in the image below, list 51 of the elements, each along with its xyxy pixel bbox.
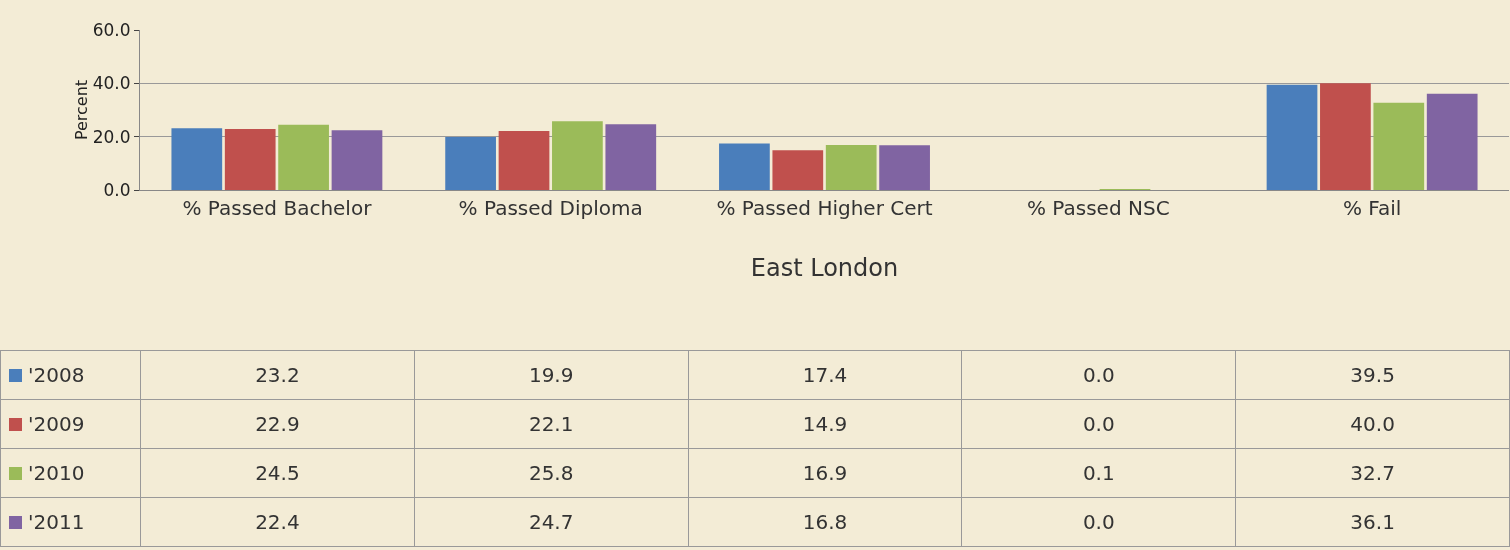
data-label: 40.0 — [1235, 399, 1510, 449]
bar — [825, 144, 877, 190]
data-label: 23.2 — [140, 350, 415, 400]
bar — [552, 121, 603, 190]
x-tick-label: % Passed NSC — [1027, 196, 1170, 220]
x-tick-label: % Passed Bachelor — [182, 196, 373, 220]
data-label: 32.7 — [1235, 448, 1510, 498]
x-tick-label: % Fail — [1342, 196, 1402, 220]
bar — [1266, 84, 1318, 190]
data-label: 24.7 — [414, 497, 689, 547]
bar — [719, 143, 770, 190]
data-label: 17.4 — [688, 350, 962, 400]
bar — [224, 128, 276, 190]
y-tick-label: 0.0 — [103, 179, 131, 200]
x-axis-title: East London — [750, 254, 899, 283]
y-tick-label: 40.0 — [92, 73, 131, 94]
data-label: 0.1 — [961, 448, 1236, 498]
bar — [772, 150, 824, 190]
data-label: 16.9 — [688, 448, 962, 498]
x-tick-label: % Passed Diploma — [458, 196, 643, 220]
legend-label: '2009 — [28, 412, 85, 436]
x-tick-label: % Passed Higher Cert — [716, 196, 933, 220]
bar — [278, 124, 329, 190]
bar — [171, 128, 223, 190]
data-label: 22.9 — [140, 399, 415, 449]
bar — [1373, 102, 1425, 190]
data-label: 22.1 — [414, 399, 689, 449]
data-label: 24.5 — [140, 448, 415, 498]
bar — [498, 131, 550, 190]
data-label: 39.5 — [1235, 350, 1510, 400]
data-label: 16.8 — [688, 497, 962, 547]
y-tick-label: 20.0 — [92, 126, 131, 147]
bar — [445, 136, 496, 190]
y-axis-title: Percent — [71, 79, 91, 141]
data-label: 22.4 — [140, 497, 415, 547]
legend-label: '2011 — [28, 510, 85, 534]
data-label: 0.0 — [961, 497, 1236, 547]
bar — [879, 145, 930, 190]
legend-label: '2008 — [28, 363, 85, 387]
bar — [605, 124, 657, 190]
bar — [1320, 83, 1371, 190]
data-label: 0.0 — [961, 399, 1236, 449]
data-label: 36.1 — [1235, 497, 1510, 547]
y-tick-label: 60.0 — [92, 19, 131, 40]
bar — [331, 130, 383, 190]
bar — [1426, 93, 1478, 190]
data-label: 14.9 — [688, 399, 962, 449]
data-label: 25.8 — [414, 448, 689, 498]
legend-label: '2010 — [28, 461, 85, 485]
data-label: 19.9 — [414, 350, 689, 400]
data-label: 0.0 — [961, 350, 1236, 400]
